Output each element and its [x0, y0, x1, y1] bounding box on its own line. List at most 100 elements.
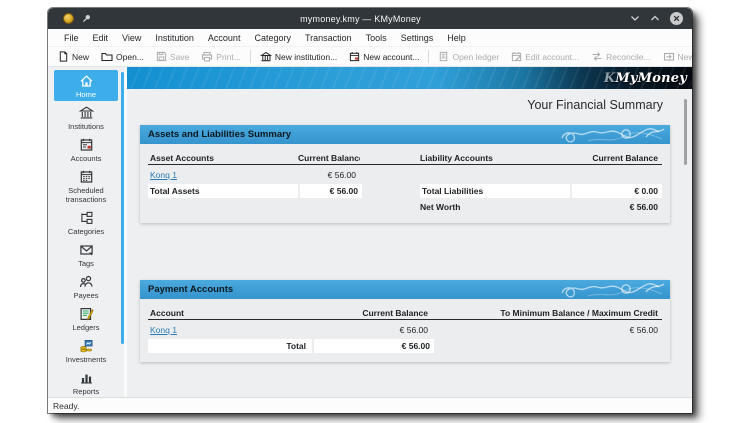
print-icon: [202, 51, 213, 62]
ledger-book-icon: [440, 51, 448, 62]
sidebar: Home Institutions Accounts Scheduled tra…: [48, 67, 127, 397]
institutions-icon: [78, 106, 94, 119]
sidebar-item-tags[interactable]: Tags: [54, 239, 118, 270]
credit-transfer-icon: [663, 52, 674, 61]
total-liabilities-label: Total Liabilities: [420, 184, 570, 198]
net-worth-row: Net Worth € 56.00: [148, 199, 662, 215]
payments-table-header: Account Current Balance To Minimum Balan…: [148, 306, 662, 320]
title-bar: mymoney.kmy — KMyMoney: [48, 8, 692, 29]
menu-edit[interactable]: Edit: [92, 32, 109, 43]
status-text: Ready.: [53, 400, 80, 411]
maximize-button[interactable]: [650, 15, 660, 22]
home-icon: [80, 75, 92, 87]
account-link-konq1[interactable]: Konq 1: [150, 170, 177, 180]
edit-account-button[interactable]: Edit account...: [505, 49, 585, 64]
reports-icon: [80, 374, 92, 384]
tags-icon: [79, 245, 93, 256]
kmymoney-logo: KMyMoney: [603, 70, 687, 86]
content-scrollbar[interactable]: [684, 99, 687, 165]
new-credit-transfer-button[interactable]: New credit transfer: [657, 49, 692, 64]
toolbar-separator: [249, 50, 251, 63]
assets-section-header: Assets and Liabilities Summary: [140, 125, 670, 144]
scheduled-icon: [80, 170, 92, 183]
payment-account-row: Konq 1 € 56.00 € 56.00: [148, 322, 662, 338]
home-view: KMyMoney Your Financial Summary Assets a…: [127, 67, 692, 397]
payment-min-max: € 56.00: [629, 325, 658, 335]
menu-tools[interactable]: Tools: [365, 32, 387, 43]
menu-help[interactable]: Help: [447, 32, 466, 43]
sidebar-item-categories[interactable]: Categories: [54, 207, 118, 238]
total-assets-value: € 56.00: [300, 184, 362, 198]
net-worth-value: € 56.00: [629, 202, 658, 212]
new-account-icon: [350, 52, 360, 62]
status-bar: Ready.: [48, 397, 692, 413]
sidebar-item-scheduled[interactable]: Scheduled transactions: [54, 166, 118, 206]
menu-transaction[interactable]: Transaction: [304, 32, 352, 43]
flourish-ornament: [561, 128, 665, 143]
save-floppy-icon: [156, 51, 167, 62]
kmymoney-coin-icon: [63, 13, 74, 24]
new-button[interactable]: New: [52, 49, 95, 64]
sidebar-item-ledgers[interactable]: Ledgers: [54, 303, 118, 334]
total-liabilities-value: € 0.00: [572, 184, 662, 198]
account-link-konq1[interactable]: Konq 1: [150, 325, 177, 335]
payments-total-row: Total € 56.00: [148, 338, 662, 354]
sidebar-item-payees[interactable]: Payees: [54, 271, 118, 302]
tool-bar: New Open... Save Print... New institutio…: [48, 46, 692, 67]
payment-balance: € 56.00: [399, 325, 428, 335]
asset-balance: € 56.00: [327, 170, 356, 180]
payments-total-value: € 56.00: [314, 339, 434, 353]
menu-account[interactable]: Account: [207, 32, 241, 43]
menu-category[interactable]: Category: [254, 32, 291, 43]
net-worth-label: Net Worth: [420, 202, 461, 212]
flourish-ornament: [561, 283, 665, 298]
edit-account-icon: [512, 52, 522, 62]
payees-icon: [79, 275, 92, 288]
assets-liabilities-section: Assets and Liabilities Summary: [140, 125, 670, 223]
main-area: Home Institutions Accounts Scheduled tra…: [48, 67, 692, 397]
kmymoney-banner: KMyMoney: [127, 67, 692, 89]
menu-file[interactable]: File: [64, 32, 79, 43]
new-document-icon: [59, 51, 68, 62]
sidebar-item-reports[interactable]: Reports: [54, 367, 118, 397]
sidebar-item-investments[interactable]: Investments: [54, 335, 118, 366]
open-button[interactable]: Open...: [95, 49, 150, 64]
sidebar-item-accounts[interactable]: Accounts: [54, 134, 118, 165]
assets-section-body: Asset Accounts Current Balance Liability…: [140, 144, 670, 223]
kmymoney-window: mymoney.kmy — KMyMoney File Edit View In…: [48, 8, 692, 413]
sidebar-item-home[interactable]: Home: [54, 70, 118, 101]
reconcile-button[interactable]: Reconcile...: [585, 49, 656, 64]
menu-settings[interactable]: Settings: [400, 32, 434, 43]
open-folder-icon: [101, 52, 113, 62]
summary-page: Your Financial Summary Assets and Liabil…: [127, 89, 692, 397]
totals-row: Total Assets € 56.00 Total Liabilities €…: [148, 183, 662, 199]
payment-accounts-section: Payment Accounts: [140, 280, 670, 362]
new-account-button[interactable]: New account...: [343, 49, 425, 64]
accounts-icon: [80, 138, 92, 151]
page-title: Your Financial Summary: [527, 98, 663, 112]
open-ledger-button[interactable]: Open ledger: [432, 49, 505, 64]
payments-total-label: Total: [148, 339, 312, 353]
sidebar-item-institutions[interactable]: Institutions: [54, 102, 118, 133]
print-button[interactable]: Print...: [195, 49, 247, 64]
close-button[interactable]: [670, 12, 683, 25]
bank-icon: [259, 51, 272, 62]
save-button[interactable]: Save: [150, 49, 195, 64]
section-spacer: [140, 223, 692, 280]
pin-icon[interactable]: [82, 14, 91, 23]
payments-section-header: Payment Accounts: [140, 280, 670, 299]
minimize-button[interactable]: [630, 15, 640, 22]
menu-bar: File Edit View Institution Account Categ…: [48, 29, 692, 46]
assets-table-header: Asset Accounts Current Balance Liability…: [148, 151, 662, 165]
payments-section-body: Account Current Balance To Minimum Balan…: [140, 299, 670, 362]
total-assets-label: Total Assets: [148, 184, 298, 198]
asset-account-row: Konq 1 € 56.00: [148, 167, 662, 183]
investments-icon: [79, 340, 92, 353]
new-institution-button[interactable]: New institution...: [254, 49, 343, 64]
ledgers-icon: [79, 307, 94, 321]
toolbar-separator: [428, 50, 430, 63]
menu-institution[interactable]: Institution: [155, 32, 194, 43]
window-title: mymoney.kmy — KMyMoney: [300, 13, 421, 24]
sidebar-scrollbar[interactable]: [121, 72, 124, 344]
menu-view[interactable]: View: [122, 32, 142, 43]
